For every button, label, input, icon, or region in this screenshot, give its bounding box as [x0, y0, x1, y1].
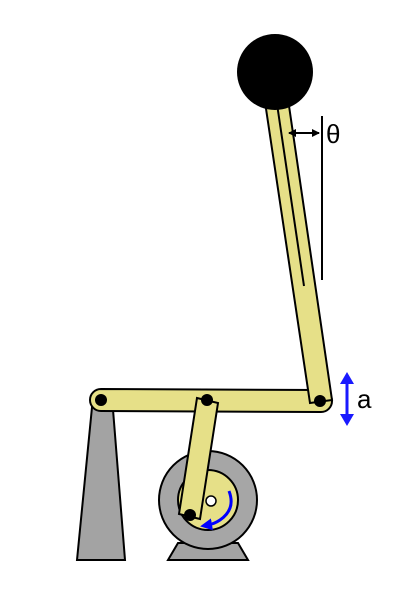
- pendulum-mass: [237, 34, 313, 110]
- crank-pivot: [184, 509, 196, 521]
- amplitude-label: a: [357, 384, 372, 414]
- right-pivot: [314, 395, 326, 407]
- left-pivot: [95, 394, 107, 406]
- theta-label: θ: [326, 119, 340, 149]
- pendulum-rod-centerline: [276, 103, 305, 287]
- middle-pivot: [201, 394, 213, 406]
- amplitude-arrow-icon: [340, 372, 354, 426]
- motor-shaft: [205, 495, 217, 507]
- rotation-arrow-icon: [200, 490, 233, 531]
- support-stand: [75, 396, 127, 561]
- motor-base: [166, 542, 250, 561]
